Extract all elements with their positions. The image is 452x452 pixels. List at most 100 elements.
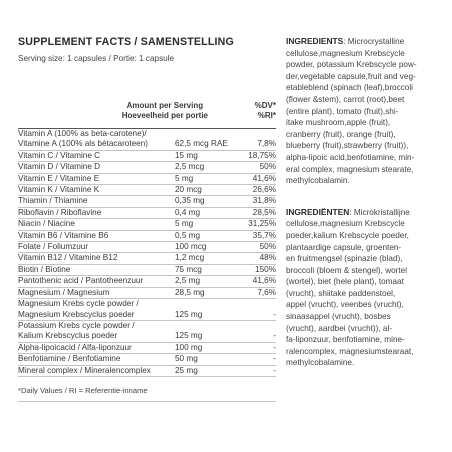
- ingredients-line: en fruitmengsel (spinazie (blad),: [286, 254, 403, 264]
- amount-value: 125 mg: [175, 331, 203, 341]
- dv-value: 26,6%: [252, 185, 276, 195]
- amount-value: 28,5 mg: [175, 287, 205, 297]
- footnote: *Daily Values / RI = Referentie-inname: [18, 385, 148, 395]
- nutrient-name: Alpha-lipoicacid / Alfa-liponzuur: [18, 342, 132, 352]
- dv-value: 31,8%: [252, 196, 276, 206]
- amount-value: 20 mcg: [175, 185, 202, 195]
- ingredients-line: plantaardige capsule, groenten-: [286, 242, 402, 252]
- ingredients-nl-label: INGREDIËNTEN: [286, 206, 350, 217]
- dv-value: -: [273, 331, 276, 341]
- serving-size: Serving size: 1 capsules / Portie: 1 cap…: [18, 54, 175, 63]
- ingredients-line: (entire plant), tomato (fruit),shi-: [286, 106, 399, 116]
- ingredients-line: broccoli (bloem & stengel), wortel: [286, 265, 408, 275]
- nutrient-name: Vitamin D / Vitamine D: [18, 162, 101, 172]
- nutrient-name: Niacin / Niacine: [18, 219, 75, 229]
- table-row: Vitamin D / Vitamine D 2,5 mcg 50%: [18, 162, 276, 174]
- nutrient-name: Potassium Krebs cycle powder /: [18, 320, 135, 330]
- table-row: Vitamin A (100% as beta-carotene)/Vitami…: [18, 129, 276, 151]
- dv-value: 50%: [259, 162, 276, 172]
- ingredients-line: fa-liponzuur, benfotiamine, mine-: [286, 335, 405, 345]
- table-row: Pantothenic acid / Pantotheenzuur 2,5 mg 4…: [18, 276, 276, 288]
- nutrient-name: Magnesium Krebscyclus poeder: [18, 309, 135, 319]
- ingredients-en-label: INGREDIENTS: [286, 36, 344, 46]
- ingredients-line: itake mushroom,apple (fruit),: [286, 118, 391, 128]
- amount-value: 5 mg: [175, 173, 194, 183]
- ingredients-line: etableblend (spinach (leaf),broccoli: [286, 83, 413, 93]
- amount-value: 0,35 mg: [175, 196, 205, 206]
- ingredients-line: eral complex, magnesium stearate,: [286, 164, 414, 174]
- nutrient-name: Magnesium Krebs cycle powder /: [18, 299, 139, 309]
- dv-value: 48%: [259, 253, 276, 263]
- amount-value: 25 mg: [175, 365, 198, 375]
- dv-value: 35,7%: [252, 230, 276, 240]
- nutrient-name: Folate / Foliumzuur: [18, 242, 89, 252]
- table-row: Alpha-lipoicacid / Alfa-liponzuur 100 mg -: [18, 342, 276, 355]
- table-row: Biotin / Biotine 75 mcg 150%: [18, 264, 276, 277]
- table-header: Amount per Serving Hoeveelheid per porti…: [18, 101, 276, 128]
- amount-value: 125 mg: [175, 309, 203, 319]
- amount-value: 0,5 mg: [175, 230, 201, 240]
- table-row: Benfotiamine / Benfotiamine 50 mg -: [18, 354, 276, 366]
- nutrient-name: Thiamin / Thiamine: [18, 196, 88, 206]
- dv-value: -: [273, 309, 276, 319]
- nutrient-name: Vitamin E / Vitamine E: [18, 173, 100, 183]
- dv-value: 28,5%: [252, 207, 276, 217]
- ingredients-en: INGREDIENTS: Microcrystalline cellulose,…: [286, 36, 438, 187]
- table-rows: Vitamin A (100% as beta-carotene)/Vitami…: [18, 129, 276, 377]
- ingredients-nl-line: INGREDIËNTEN: Microkristallijne: [286, 206, 410, 217]
- ingredients-line: der,vegetable capsule,fruit and veg-: [286, 71, 416, 81]
- amount-value: 100 mcg: [175, 242, 207, 252]
- nutrient-name: Vitamin C / Vitamine C: [18, 150, 101, 160]
- nutrient-name: Vitamin B12 / Vitamine B12: [18, 253, 118, 263]
- amount-value: 100 mg: [175, 342, 203, 352]
- ingredients-line: powder, potassium Krebscycle pow-: [286, 60, 417, 70]
- supplement-facts-panel: SUPPLEMENT FACTS / SAMENSTELLING Serving…: [18, 36, 276, 402]
- ingredients-panel: INGREDIENTS: Microcrystalline cellulose,…: [286, 36, 438, 369]
- amount-value: 1,2 mcg: [175, 253, 205, 263]
- ingredients-line: alpha-lipoic acid,benfotiamine, min-: [286, 152, 415, 162]
- ingredients-en-line: INGREDIENTS: Microcrystalline: [286, 36, 405, 46]
- nutrient-name: Vitamin K / Vitamine K: [18, 185, 100, 195]
- table-row: Potassium Krebs cycle powder / Kalium Kre…: [18, 321, 276, 343]
- facts-table: Amount per Serving Hoeveelheid per porti…: [18, 101, 276, 402]
- nutrient-name: Kalium Krebscyclus poeder: [18, 331, 118, 341]
- amount-value: 5 mg: [175, 219, 194, 229]
- ingredients-line: methylcobalamin.: [286, 176, 350, 186]
- ingredients-line: sinaasappel (vrucht), bosbes: [286, 312, 391, 322]
- dv-value: 18,75%: [248, 150, 276, 160]
- amount-column-header: Amount per Serving Hoeveelheid per porti…: [121, 101, 208, 120]
- amount-value: 2,5 mcg: [175, 162, 205, 172]
- ingredients-line: (flower &stem), carrot (root),beet: [286, 94, 405, 104]
- panel-title: SUPPLEMENT FACTS / SAMENSTELLING: [18, 36, 234, 48]
- amount-value: 50 mg: [175, 354, 198, 364]
- dv-value: -: [273, 365, 276, 375]
- dv-value: -: [273, 342, 276, 352]
- nutrient-name: Riboflavin / Riboflavine: [18, 207, 102, 217]
- dv-value: 150%: [255, 264, 276, 274]
- ingredients-line: (vrucht), shiitake paddenstoel,: [286, 288, 396, 298]
- table-row: Vitamin K / Vitamine K 20 mcg 26,6%: [18, 185, 276, 197]
- table-row: Vitamin B6 / Vitamine B6 0,5 mg 35,7%: [18, 230, 276, 243]
- nutrient-name: Pantothenic acid / Pantotheenzuur: [18, 276, 144, 286]
- ingredients-line: appel (vrucht), veenbes (vrucht),: [286, 300, 404, 310]
- header-divider: [18, 128, 276, 129]
- bottom-divider: [18, 400, 276, 402]
- dv-value: 7,6%: [257, 287, 276, 297]
- ingredients-line: poeder,kalium Krebscycle poeder,: [286, 230, 409, 240]
- nutrient-name: Vitamin B6 / Vitamine B6: [18, 230, 109, 240]
- dv-value: 31,25%: [248, 219, 276, 229]
- table-row: Vitamin C / Vitamine C 15 mg 18,75%: [18, 150, 276, 163]
- nutrient-name: Vitamine A (100% als bètacaroteen): [18, 139, 149, 149]
- table-row: Riboflavin / Riboflavine 0,4 mg 28,5%: [18, 207, 276, 220]
- dv-value: 7,8%: [257, 139, 276, 149]
- nutrient-name: Vitamin A (100% as beta-carotene)/: [18, 129, 147, 138]
- ingredients-nl: INGREDIËNTEN: Microkristallijne cellulos…: [286, 207, 438, 369]
- table-row: Folate / Foliumzuur 100 mcg 50%: [18, 242, 276, 254]
- dv-value: 50%: [259, 242, 276, 252]
- nutrient-name: Magnesium / Magnesium: [18, 287, 110, 297]
- ingredients-line: blueberry (fruit),strawberry (fruit)),: [286, 141, 409, 151]
- ingredients-line: (vrucht), aardbei (vrucht)), al-: [286, 323, 393, 333]
- amount-value: 75 mcg: [175, 264, 202, 274]
- amount-value: 2,5 mg: [175, 276, 201, 286]
- table-row: Vitamin E / Vitamine E 5 mg 41,6%: [18, 173, 276, 186]
